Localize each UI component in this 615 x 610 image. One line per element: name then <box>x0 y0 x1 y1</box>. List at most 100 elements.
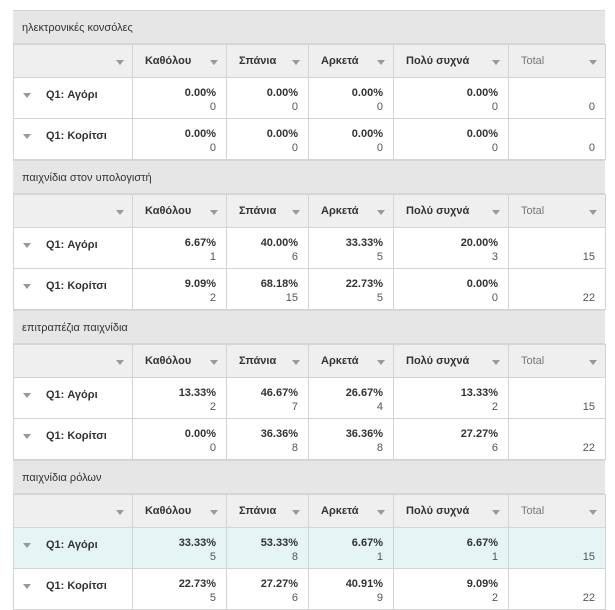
chevron-down-icon <box>116 210 124 215</box>
crosstab-table: Καθόλου Σπάνια Αρκετά Πολύ συχνά Total Q… <box>13 494 606 610</box>
column-header-total[interactable]: Total <box>508 494 606 528</box>
row-header-dropdown[interactable] <box>13 194 133 228</box>
column-header-poly-sychna[interactable]: Πολύ συχνά <box>393 44 509 78</box>
count-value: 8 <box>291 551 298 563</box>
percent-value: 6.67% <box>184 237 216 249</box>
chevron-down-icon[interactable] <box>23 284 31 289</box>
column-header-arketa[interactable]: Αρκετά <box>308 194 394 228</box>
column-header-arketa[interactable]: Αρκετά <box>308 494 394 528</box>
chevron-down-icon <box>116 360 124 365</box>
count-value: 0 <box>376 142 383 154</box>
crosstab-table: Καθόλου Σπάνια Αρκετά Πολύ συχνά Total Q… <box>13 344 606 460</box>
data-cell: 33.33% 5 <box>308 227 394 269</box>
column-header-arketa[interactable]: Αρκετά <box>308 44 394 78</box>
data-cell: 9.09% 2 <box>393 568 509 610</box>
column-header-katholou[interactable]: Καθόλου <box>132 494 227 528</box>
column-header-spania[interactable]: Σπάνια <box>226 44 309 78</box>
section-title-text: παιχνίδια ρόλων <box>22 472 102 484</box>
count-value: 0 <box>376 101 383 113</box>
row-label-cell[interactable]: Q1: Κορίτσι <box>13 418 133 460</box>
total-value: 22 <box>582 292 595 304</box>
row-label-cell[interactable]: Q1: Κορίτσι <box>13 568 133 610</box>
row-label: Q1: Κορίτσι <box>46 580 107 592</box>
chevron-down-icon <box>377 60 385 65</box>
table-row[interactable]: Q1: Αγόρι 33.33% 5 53.33% 8 6.67% 1 6.67% 1 15 <box>13 527 606 569</box>
data-cell: 27.27% 6 <box>226 568 309 610</box>
percent-value: 36.36% <box>260 428 298 440</box>
percent-value: 0.00% <box>266 128 298 140</box>
percent-value: 22.73% <box>178 578 216 590</box>
table-row[interactable]: Q1: Κορίτσι 9.09% 2 68.18% 15 22.73% 5 0.00% 0 22 <box>13 268 606 310</box>
column-header-total[interactable]: Total <box>508 194 606 228</box>
row-header-dropdown[interactable] <box>13 494 133 528</box>
column-header-poly-sychna[interactable]: Πολύ συχνά <box>393 344 509 378</box>
chevron-down-icon[interactable] <box>23 243 31 248</box>
column-header-spania[interactable]: Σπάνια <box>226 344 309 378</box>
row-label-cell[interactable]: Q1: Αγόρι <box>13 527 133 569</box>
table-row[interactable]: Q1: Αγόρι 0.00% 0 0.00% 0 0.00% 0 0.00% 0 0 <box>13 77 606 119</box>
row-label-cell[interactable]: Q1: Αγόρι <box>13 77 133 119</box>
data-cell: 9.09% 2 <box>132 268 227 310</box>
percent-value: 9.09% <box>466 578 498 590</box>
percent-value: 0.00% <box>184 428 216 440</box>
column-header-katholou[interactable]: Καθόλου <box>132 344 227 378</box>
total-cell: 22 <box>508 268 606 310</box>
data-cell: 40.00% 6 <box>226 227 309 269</box>
row-header-dropdown[interactable] <box>13 344 133 378</box>
count-value: 0 <box>491 101 498 113</box>
column-header-poly-sychna[interactable]: Πολύ συχνά <box>393 194 509 228</box>
column-header-total[interactable]: Total <box>508 44 606 78</box>
count-value: 0 <box>209 142 216 154</box>
column-header-spania[interactable]: Σπάνια <box>226 494 309 528</box>
table-row[interactable]: Q1: Κορίτσι 22.73% 5 27.27% 6 40.91% 9 9.09% 2 22 <box>13 568 606 610</box>
chevron-down-icon <box>292 510 300 515</box>
column-header-katholou[interactable]: Καθόλου <box>132 194 227 228</box>
total-cell: 0 <box>508 118 606 160</box>
row-label-cell[interactable]: Q1: Αγόρι <box>13 227 133 269</box>
chevron-down-icon <box>210 510 218 515</box>
total-cell: 0 <box>508 77 606 119</box>
percent-value: 68.18% <box>260 278 298 290</box>
chevron-down-icon <box>116 60 124 65</box>
chevron-down-icon[interactable] <box>23 393 31 398</box>
row-label-cell[interactable]: Q1: Κορίτσι <box>13 268 133 310</box>
chevron-down-icon[interactable] <box>23 434 31 439</box>
percent-value: 13.33% <box>460 387 498 399</box>
count-value: 0 <box>291 101 298 113</box>
table-row[interactable]: Q1: Αγόρι 6.67% 1 40.00% 6 33.33% 5 20.00% 3 15 <box>13 227 606 269</box>
chevron-down-icon <box>377 360 385 365</box>
column-header-total[interactable]: Total <box>508 344 606 378</box>
count-value: 0 <box>491 292 498 304</box>
chevron-down-icon[interactable] <box>23 93 31 98</box>
table-row[interactable]: Q1: Αγόρι 13.33% 2 46.67% 7 26.67% 4 13.33% 2 15 <box>13 377 606 419</box>
row-header-dropdown[interactable] <box>13 44 133 78</box>
chevron-down-icon[interactable] <box>23 543 31 548</box>
table-row[interactable]: Q1: Κορίτσι 0.00% 0 36.36% 8 36.36% 8 27.27% 6 22 <box>13 418 606 460</box>
column-header-katholou[interactable]: Καθόλου <box>132 44 227 78</box>
section-title-text: παιχνίδια στον υπολογιστή <box>22 172 152 184</box>
count-value: 0 <box>209 101 216 113</box>
percent-value: 0.00% <box>466 87 498 99</box>
column-header-spania[interactable]: Σπάνια <box>226 194 309 228</box>
table-row[interactable]: Q1: Κορίτσι 0.00% 0 0.00% 0 0.00% 0 0.00% 0 0 <box>13 118 606 160</box>
row-label: Q1: Αγόρι <box>46 239 98 251</box>
chevron-down-icon[interactable] <box>23 584 31 589</box>
crosstab-table: Καθόλου Σπάνια Αρκετά Πολύ συχνά Total Q… <box>13 194 606 310</box>
total-value: 15 <box>582 251 595 263</box>
percent-value: 9.09% <box>184 278 216 290</box>
count-value: 15 <box>285 292 298 304</box>
data-cell: 0.00% 0 <box>308 77 394 119</box>
row-label-cell[interactable]: Q1: Κορίτσι <box>13 118 133 160</box>
count-value: 8 <box>376 442 383 454</box>
column-header-poly-sychna[interactable]: Πολύ συχνά <box>393 494 509 528</box>
column-header-arketa[interactable]: Αρκετά <box>308 344 394 378</box>
total-value: 15 <box>582 551 595 563</box>
row-label-cell[interactable]: Q1: Αγόρι <box>13 377 133 419</box>
data-cell: 46.67% 7 <box>226 377 309 419</box>
chevron-down-icon[interactable] <box>23 134 31 139</box>
percent-value: 27.27% <box>260 578 298 590</box>
chevron-down-icon <box>492 60 500 65</box>
chevron-down-icon <box>210 360 218 365</box>
row-label: Q1: Κορίτσι <box>46 130 107 142</box>
chevron-down-icon <box>589 210 597 215</box>
